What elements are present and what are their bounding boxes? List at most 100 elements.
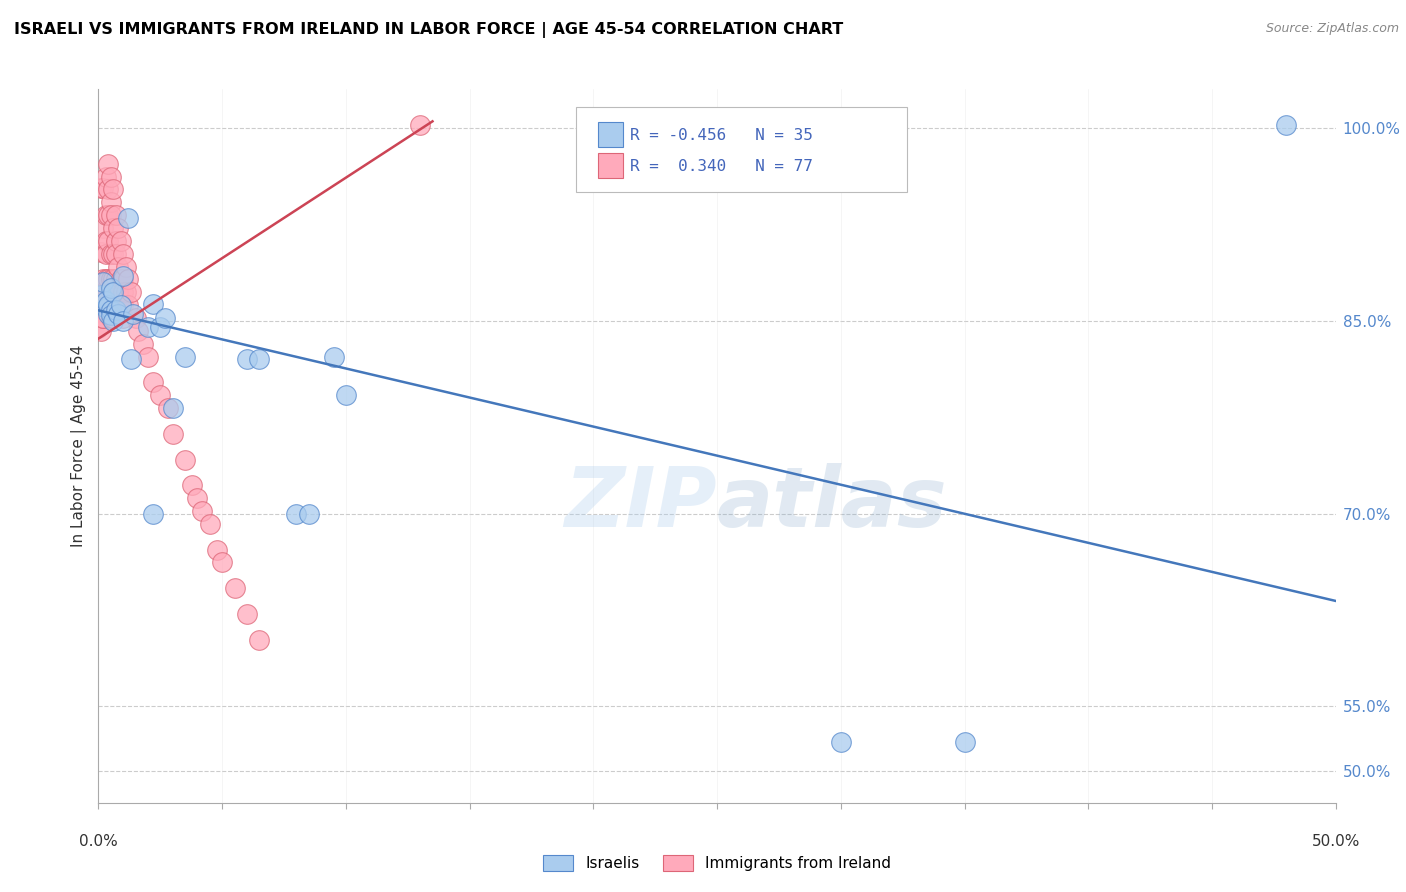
Point xyxy=(90,324,112,338)
Point xyxy=(104,208,127,222)
Point xyxy=(112,268,135,283)
Point xyxy=(236,352,259,367)
Point xyxy=(830,735,852,749)
Point xyxy=(93,272,115,286)
Point xyxy=(110,298,132,312)
Point xyxy=(114,260,136,274)
Point xyxy=(1275,118,1298,132)
Point xyxy=(107,260,129,274)
Point xyxy=(94,298,117,312)
Point xyxy=(104,303,127,318)
Point xyxy=(298,507,321,521)
Point xyxy=(186,491,208,505)
Legend: Israelis, Immigrants from Ireland: Israelis, Immigrants from Ireland xyxy=(537,849,897,877)
Point xyxy=(142,507,165,521)
Point xyxy=(247,632,270,647)
Point xyxy=(100,309,122,323)
Text: ISRAELI VS IMMIGRANTS FROM IRELAND IN LABOR FORCE | AGE 45-54 CORRELATION CHART: ISRAELI VS IMMIGRANTS FROM IRELAND IN LA… xyxy=(14,22,844,38)
Point xyxy=(136,320,159,334)
Text: R =  0.340   N = 77: R = 0.340 N = 77 xyxy=(630,159,813,174)
Point xyxy=(181,478,204,492)
Point xyxy=(224,581,246,595)
Point xyxy=(162,426,184,441)
Point xyxy=(120,352,142,367)
Point xyxy=(122,307,145,321)
Point xyxy=(117,298,139,312)
Point xyxy=(100,281,122,295)
Point xyxy=(103,182,125,196)
Point xyxy=(100,195,122,210)
Text: ZIP: ZIP xyxy=(564,463,717,543)
Point xyxy=(90,288,112,302)
Point xyxy=(103,285,125,300)
Point xyxy=(191,504,214,518)
Point xyxy=(236,607,259,621)
Point xyxy=(93,311,115,326)
Point xyxy=(94,234,117,248)
Point xyxy=(127,324,149,338)
Point xyxy=(93,311,115,326)
Point xyxy=(100,285,122,300)
Point xyxy=(94,208,117,222)
Point xyxy=(103,313,125,327)
Point xyxy=(93,221,115,235)
Point xyxy=(205,542,228,557)
Point xyxy=(90,285,112,300)
Text: 50.0%: 50.0% xyxy=(1312,834,1360,849)
Point xyxy=(112,298,135,312)
Point xyxy=(112,313,135,327)
Point xyxy=(112,285,135,300)
Point xyxy=(107,221,129,235)
Point xyxy=(136,350,159,364)
Point xyxy=(100,169,122,184)
Point xyxy=(97,234,120,248)
Point xyxy=(100,272,122,286)
Point xyxy=(100,208,122,222)
Point xyxy=(93,275,115,289)
Point xyxy=(142,376,165,390)
Point xyxy=(112,247,135,261)
Point xyxy=(100,311,122,326)
Point xyxy=(247,352,270,367)
Point xyxy=(94,247,117,261)
Point xyxy=(107,285,129,300)
Point xyxy=(97,285,120,300)
Point xyxy=(117,211,139,225)
Point xyxy=(198,516,221,531)
Point xyxy=(142,297,165,311)
Point xyxy=(953,735,976,749)
Point xyxy=(90,245,112,260)
Point xyxy=(100,247,122,261)
Point xyxy=(110,234,132,248)
Point xyxy=(103,247,125,261)
Text: atlas: atlas xyxy=(717,463,948,543)
Point xyxy=(211,555,233,569)
Text: R = -0.456   N = 35: R = -0.456 N = 35 xyxy=(630,128,813,143)
Point xyxy=(110,298,132,312)
Point xyxy=(174,452,197,467)
Point xyxy=(104,272,127,286)
Point xyxy=(409,118,432,132)
Point xyxy=(103,311,125,326)
Point xyxy=(94,272,117,286)
Point xyxy=(94,294,117,309)
Point xyxy=(124,311,146,326)
Point xyxy=(149,388,172,402)
Point xyxy=(103,285,125,300)
Text: Source: ZipAtlas.com: Source: ZipAtlas.com xyxy=(1265,22,1399,36)
Point xyxy=(117,272,139,286)
Point xyxy=(174,350,197,364)
Point xyxy=(104,247,127,261)
Text: 0.0%: 0.0% xyxy=(79,834,118,849)
Point xyxy=(97,307,120,321)
Point xyxy=(94,301,117,315)
Point xyxy=(103,221,125,235)
Point xyxy=(335,388,357,402)
Point xyxy=(162,401,184,415)
Point xyxy=(87,321,110,335)
Point xyxy=(120,285,142,300)
Point xyxy=(97,157,120,171)
Point xyxy=(322,350,344,364)
Point xyxy=(90,181,112,195)
Point xyxy=(97,208,120,222)
